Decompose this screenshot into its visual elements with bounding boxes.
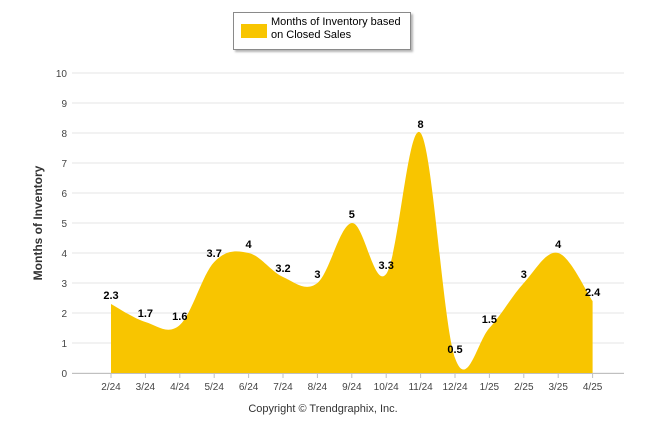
y-tick-label: 9 [61, 99, 67, 110]
data-label: 5 [349, 209, 355, 221]
data-label: 3.7 [207, 248, 222, 260]
data-labels: 2.3 1.7 1.6 3.7 4 3.2 3 5 3.3 8 0.5 1.5 3 4 2.4 [103, 119, 601, 356]
x-tick-label: 3/24 [136, 382, 156, 393]
data-label: 1.5 [482, 314, 497, 326]
y-tick-label: 5 [61, 219, 67, 230]
y-tick-label: 1 [61, 339, 67, 350]
x-tick-label: 8/24 [308, 382, 328, 393]
y-tick-label: 2 [61, 309, 67, 320]
x-tick-label: 9/24 [342, 382, 362, 393]
y-tick-label: 7 [61, 159, 67, 170]
x-tick-label: 11/24 [408, 382, 433, 393]
x-tick-label: 1/25 [480, 382, 500, 393]
data-label: 1.6 [172, 311, 187, 323]
x-tick-label: 4/25 [583, 382, 603, 393]
data-label: 4 [246, 239, 253, 251]
data-label: 3.3 [379, 260, 394, 272]
legend-swatch [241, 24, 267, 38]
x-tick-label: 6/24 [239, 382, 259, 393]
data-label: 4 [555, 239, 562, 251]
data-label: 2.4 [585, 287, 601, 299]
x-tick-label: 5/24 [204, 382, 224, 393]
data-label: 3 [314, 269, 320, 281]
y-tick-label: 8 [61, 129, 67, 140]
legend-label: Months of Inventory based on Closed Sale… [271, 16, 401, 41]
copyright-text: Copyright © Trendgraphix, Inc. [248, 403, 398, 415]
data-label: 8 [418, 119, 424, 131]
x-tick-label: 3/25 [548, 382, 568, 393]
data-label: 3.2 [275, 263, 290, 275]
data-label: 3 [521, 269, 527, 281]
data-label: 2.3 [103, 290, 118, 302]
x-tick-label: 2/24 [101, 382, 121, 393]
data-label: 1.7 [138, 308, 153, 320]
y-axis-ticks: 0 1 2 3 4 5 6 7 8 9 10 [56, 69, 68, 380]
y-axis-title: Months of Inventory [31, 165, 45, 280]
x-tick-label: 7/24 [273, 382, 293, 393]
x-tick-label: 4/24 [170, 382, 190, 393]
y-tick-label: 10 [56, 69, 68, 80]
x-axis-ticks: 2/24 3/24 4/24 5/24 6/24 7/24 8/24 9/24 10/24 11/… [101, 373, 603, 393]
y-tick-label: 0 [61, 369, 67, 380]
data-label: 0.5 [447, 344, 462, 356]
y-tick-label: 4 [61, 249, 67, 260]
y-tick-label: 3 [61, 279, 67, 290]
legend: Months of Inventory based on Closed Sale… [233, 12, 411, 50]
x-tick-label: 2/25 [514, 382, 534, 393]
x-tick-label: 12/24 [442, 382, 467, 393]
series-area-fill [111, 131, 593, 373]
y-tick-label: 6 [61, 189, 67, 200]
x-tick-label: 10/24 [374, 382, 399, 393]
